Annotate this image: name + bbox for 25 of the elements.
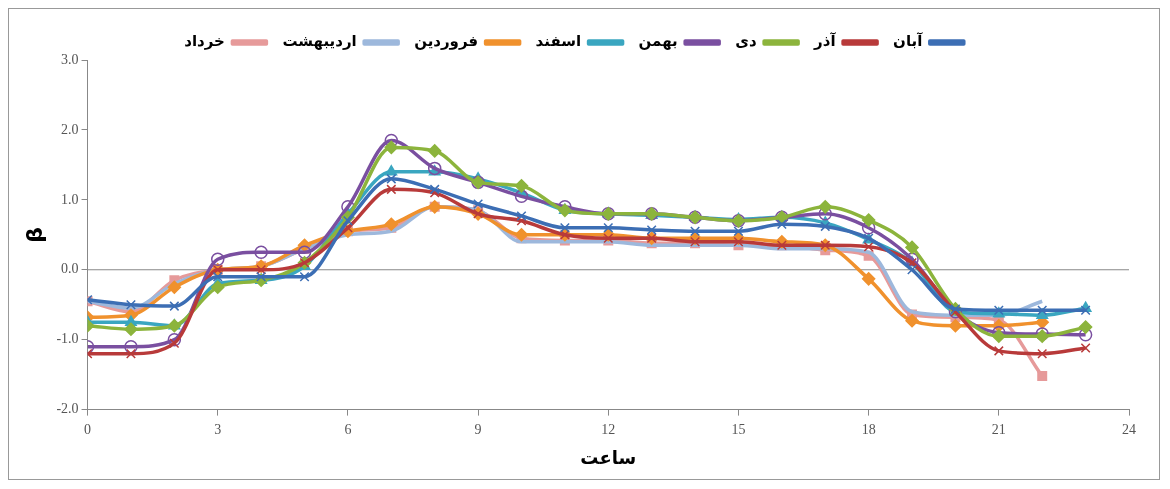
y-axis-title: β xyxy=(21,226,47,243)
legend-label: آبان xyxy=(893,32,924,51)
x-axis-title: ساعت xyxy=(580,446,637,468)
x-tick-label: 9 xyxy=(474,421,482,437)
y-tick-label: -2.0 xyxy=(56,401,79,417)
x-tick-label: 18 xyxy=(861,421,876,437)
y-tick-label: 2.0 xyxy=(61,121,79,137)
y-tick-label: 1.0 xyxy=(61,191,79,207)
y-tick-label: 0.0 xyxy=(61,261,79,277)
x-tick-label: 15 xyxy=(731,421,746,437)
legend-label: خرداد xyxy=(184,32,225,51)
x-tick-label: 24 xyxy=(1122,421,1136,437)
legend-label: دی xyxy=(735,32,757,51)
x-tick-label: 6 xyxy=(344,421,352,437)
y-tick-label: -1.0 xyxy=(56,331,79,347)
legend-label: بهمن xyxy=(638,32,678,51)
y-tick-label: 3.0 xyxy=(61,51,79,67)
legend-label: اردیبهشت xyxy=(282,32,357,51)
x-tick-label: 12 xyxy=(601,421,616,437)
legend-label: فروردین xyxy=(414,32,479,51)
x-tick-label: 21 xyxy=(991,421,1006,437)
legend-label: آذر xyxy=(813,32,837,51)
x-tick-label: 0 xyxy=(84,421,92,437)
legend-label: اسفند xyxy=(535,32,582,51)
x-tick-label: 3 xyxy=(214,421,222,437)
